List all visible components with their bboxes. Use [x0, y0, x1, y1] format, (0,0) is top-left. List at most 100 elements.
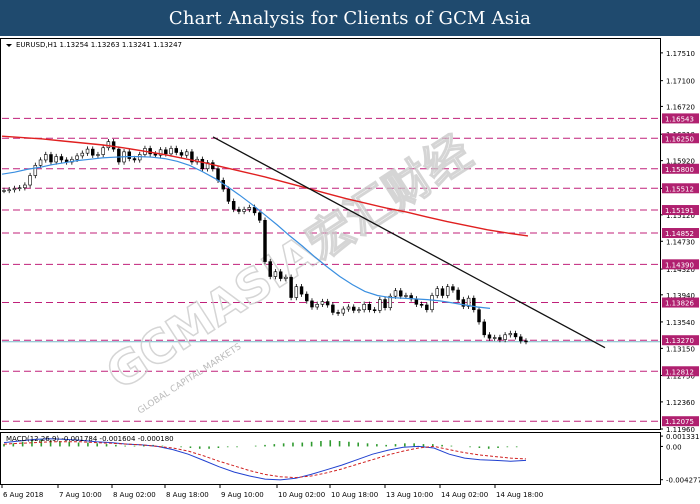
candle-body	[2, 190, 6, 192]
candle	[169, 145, 173, 157]
candle-body	[367, 304, 372, 311]
time-tick-label: 6 Aug 2018	[3, 491, 43, 499]
price-tick-label: 1.13940	[666, 292, 695, 300]
candle	[430, 292, 434, 313]
candle-body	[383, 299, 387, 308]
downtrend-line[interactable]	[212, 136, 606, 349]
candle	[23, 182, 27, 191]
candle	[273, 269, 278, 280]
candle-body	[404, 295, 408, 297]
candle-body	[91, 148, 95, 156]
candles	[2, 138, 528, 345]
candle-body	[419, 304, 424, 306]
candle-body	[477, 309, 481, 323]
candle-body	[33, 165, 38, 176]
candle-body	[357, 309, 361, 312]
candle-body	[12, 188, 17, 191]
candle-body	[80, 152, 85, 157]
candle-body	[268, 261, 272, 277]
candle-body	[148, 148, 152, 155]
candle-body	[184, 151, 189, 156]
price-tick-label: 1.15120	[666, 212, 695, 220]
time-tick-label: 10 Aug 18:00	[331, 491, 378, 499]
candle-body	[315, 304, 319, 308]
candle	[237, 206, 241, 215]
time-tick-label: 9 Aug 10:00	[221, 491, 264, 499]
candle	[503, 332, 507, 343]
candle	[435, 286, 439, 299]
macd-signal-line	[3, 441, 527, 479]
candle	[299, 283, 304, 297]
level-price-badge	[662, 183, 699, 194]
candle-body	[28, 175, 32, 186]
candle-body	[487, 334, 492, 339]
candle-body	[513, 333, 518, 338]
candle	[111, 138, 116, 152]
level-price-label: 1.14390	[665, 261, 694, 269]
candle-body	[54, 156, 58, 163]
level-price-badge	[662, 335, 699, 346]
symbol-dropdown-icon[interactable]	[6, 44, 12, 47]
candle	[524, 338, 528, 345]
level-price-label: 1.12075	[665, 418, 694, 426]
candle-body	[216, 168, 220, 181]
candle-body	[164, 149, 168, 155]
chart-svg[interactable]: GCMASIA宏汇财经 GLOBAL CAPITAL MARKETS 1.175…	[0, 36, 700, 500]
level-price-label: 1.16250	[665, 135, 694, 143]
candle	[367, 301, 372, 313]
candle-body	[179, 152, 184, 156]
candle-body	[111, 141, 116, 150]
candle	[466, 295, 471, 310]
candle	[38, 157, 43, 169]
price-tick-label: 1.14730	[666, 238, 695, 246]
candle-body	[524, 340, 528, 343]
candle	[44, 151, 48, 163]
candle-body	[284, 276, 288, 279]
time-tick-label: 14 Aug 18:00	[496, 491, 543, 499]
candle-body	[472, 297, 476, 311]
candle	[425, 302, 429, 313]
candle	[200, 156, 205, 172]
candle-body	[226, 188, 231, 202]
level-price-label: 1.13826	[665, 300, 694, 308]
candle-body	[372, 309, 377, 312]
candle	[284, 274, 288, 282]
candle	[205, 159, 210, 172]
candle-body	[362, 304, 366, 311]
candle	[482, 319, 486, 338]
candle	[461, 296, 466, 310]
candle	[96, 151, 100, 158]
chart-area[interactable]: GCMASIA宏汇财经 GLOBAL CAPITAL MARKETS 1.175…	[0, 36, 700, 500]
candle	[263, 217, 267, 265]
candle	[451, 283, 455, 293]
candle-body	[498, 337, 502, 340]
candle	[247, 204, 252, 213]
candle	[331, 302, 335, 316]
candle-body	[492, 337, 497, 339]
candle	[17, 185, 22, 192]
level-price-badge	[662, 366, 699, 377]
price-tick-label: 1.13150	[666, 345, 695, 353]
level-price-badge	[662, 113, 699, 124]
candle	[7, 187, 11, 194]
candle-body	[237, 209, 241, 212]
candle	[85, 146, 90, 156]
candle-body	[190, 151, 194, 163]
level-price-label: 1.16543	[665, 115, 694, 123]
candle-body	[96, 154, 100, 156]
candle-body	[49, 154, 53, 163]
candle	[341, 306, 346, 316]
candle-body	[305, 293, 309, 302]
time-tick-label: 13 Aug 10:00	[386, 491, 433, 499]
level-price-badge	[662, 163, 699, 174]
price-tick-label: 1.16720	[666, 103, 695, 111]
candle-body	[174, 148, 178, 153]
candle-body	[466, 297, 471, 307]
candle-body	[341, 308, 346, 314]
candle-body	[242, 209, 246, 212]
candle-body	[106, 141, 111, 149]
candle	[445, 283, 450, 299]
candle	[106, 138, 111, 151]
candle	[472, 295, 476, 313]
candle	[258, 210, 262, 223]
